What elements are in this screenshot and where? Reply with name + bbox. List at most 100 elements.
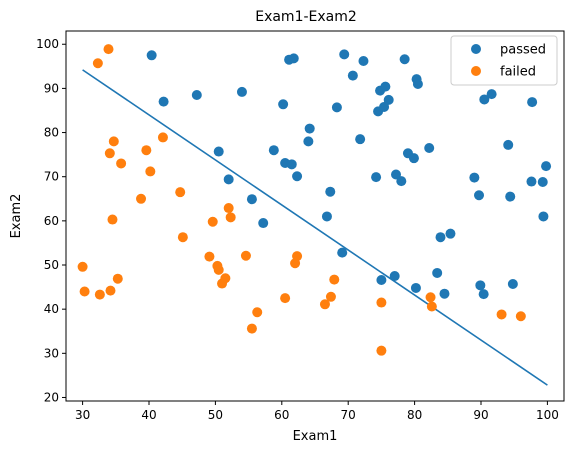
passed-point-22 xyxy=(347,70,358,81)
legend-label-passed: passed xyxy=(500,43,546,58)
x-tick-label-60: 60 xyxy=(274,408,289,422)
passed-point-23 xyxy=(355,134,366,145)
passed-point-50 xyxy=(479,94,490,105)
legend-marker-passed xyxy=(471,44,481,54)
passed-point-14 xyxy=(292,171,303,182)
y-tick-label-40: 40 xyxy=(44,302,59,316)
failed-point-33 xyxy=(329,274,340,285)
passed-point-3 xyxy=(213,146,224,157)
y-tick-label-100: 100 xyxy=(36,37,59,51)
x-tick-label-100: 100 xyxy=(536,408,559,422)
failed-point-27 xyxy=(252,307,263,318)
passed-point-24 xyxy=(358,56,369,67)
passed-point-40 xyxy=(412,78,423,89)
passed-point-37 xyxy=(408,153,419,164)
failed-point-38 xyxy=(496,309,507,320)
passed-point-9 xyxy=(278,99,289,110)
failed-point-26 xyxy=(246,323,257,334)
failed-point-0 xyxy=(77,261,88,272)
failed-point-28 xyxy=(280,293,291,304)
failed-point-31 xyxy=(319,299,330,310)
passed-point-41 xyxy=(424,143,435,153)
failed-point-9 xyxy=(112,273,123,284)
x-axis-label: Exam1 xyxy=(293,429,338,444)
passed-point-52 xyxy=(503,139,514,150)
failed-point-25 xyxy=(240,250,251,261)
x-tick-label-40: 40 xyxy=(141,408,156,422)
failed-point-30 xyxy=(292,251,303,262)
passed-point-47 xyxy=(474,190,485,201)
passed-point-48 xyxy=(475,280,486,291)
failed-point-16 xyxy=(177,232,188,243)
passed-point-45 xyxy=(445,228,456,239)
failed-point-35 xyxy=(376,297,387,308)
y-axis: 20 30 40 50 60 70 80 90 100 xyxy=(36,37,66,404)
failed-point-15 xyxy=(175,187,186,198)
y-tick-label-30: 30 xyxy=(44,346,59,360)
failed-point-36 xyxy=(425,292,436,303)
passed-point-44 xyxy=(439,288,450,299)
decision-boundary-layer xyxy=(82,69,548,386)
passed-point-57 xyxy=(537,177,548,187)
y-tick-label-80: 80 xyxy=(44,126,59,140)
passed-point-42 xyxy=(432,267,443,278)
passed-point-51 xyxy=(486,89,497,100)
passed-point-29 xyxy=(379,101,390,112)
passed-point-30 xyxy=(380,81,391,92)
failed-point-37 xyxy=(426,301,437,312)
passed-point-6 xyxy=(246,194,257,205)
failed-point-10 xyxy=(116,158,127,169)
failed-point-22 xyxy=(220,273,231,284)
passed-point-35 xyxy=(399,54,410,65)
passed-point-49 xyxy=(478,289,489,300)
y-axis-label: Exam2 xyxy=(9,194,24,239)
y-tick-label-70: 70 xyxy=(44,170,59,184)
failed-point-34 xyxy=(376,345,387,356)
failed-point-8 xyxy=(108,136,119,147)
failed-point-4 xyxy=(103,44,114,55)
axes-frame xyxy=(65,30,565,402)
passed-point-13 xyxy=(288,53,299,64)
failed-point-11 xyxy=(136,193,147,204)
passed-point-55 xyxy=(526,176,537,187)
failed-point-12 xyxy=(141,145,152,156)
decision-boundary-line xyxy=(82,69,548,386)
failed-point-39 xyxy=(515,311,526,322)
failed-point-7 xyxy=(107,214,118,225)
x-tick-label-70: 70 xyxy=(341,408,356,422)
passed-point-4 xyxy=(223,174,234,185)
passed-point-5 xyxy=(236,86,247,97)
legend: passed failed xyxy=(450,35,558,86)
data-points-layer xyxy=(77,44,552,356)
passed-point-58 xyxy=(538,211,549,222)
failed-point-20 xyxy=(213,264,224,275)
passed-point-21 xyxy=(339,49,350,60)
failed-point-5 xyxy=(104,148,115,159)
y-tick-label-90: 90 xyxy=(44,81,59,95)
passed-point-12 xyxy=(286,159,297,170)
y-tick-label-50: 50 xyxy=(44,258,59,272)
passed-point-15 xyxy=(303,136,314,147)
chart-title: Exam1-Exam2 xyxy=(255,9,357,25)
failed-point-32 xyxy=(325,291,336,302)
y-tick-label-60: 60 xyxy=(44,214,59,228)
passed-point-19 xyxy=(331,102,342,113)
passed-point-53 xyxy=(505,191,516,202)
passed-point-32 xyxy=(389,271,400,282)
failed-point-14 xyxy=(157,132,168,143)
passed-point-1 xyxy=(158,96,169,107)
passed-point-39 xyxy=(410,282,421,293)
legend-label-failed: failed xyxy=(500,65,536,80)
legend-marker-failed xyxy=(471,66,481,76)
x-tick-label-80: 80 xyxy=(407,408,422,422)
passed-point-43 xyxy=(435,232,446,243)
passed-point-28 xyxy=(376,275,387,286)
failed-point-1 xyxy=(79,286,90,297)
passed-point-2 xyxy=(191,90,202,101)
passed-point-54 xyxy=(507,279,518,289)
failed-point-24 xyxy=(225,212,236,223)
passed-point-8 xyxy=(268,145,279,156)
passed-point-0 xyxy=(146,50,157,61)
x-tick-label-50: 50 xyxy=(208,408,223,422)
